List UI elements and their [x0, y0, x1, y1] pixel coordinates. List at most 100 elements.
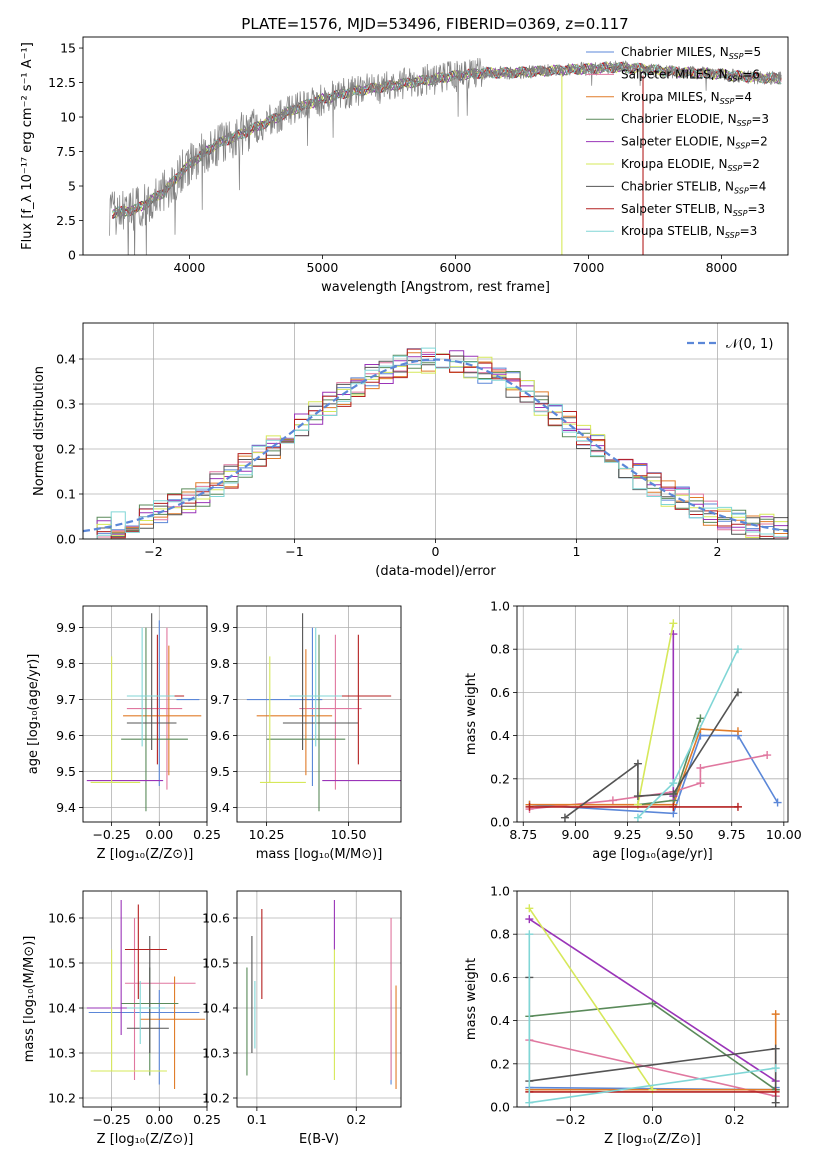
normal-curve-line: [83, 358, 788, 533]
mass-vs-metallicity-panel: −0.25 0.00 0.25 10.2 10.3 10.4 10.5 10.6 Z [log₁…: [22, 890, 221, 1147]
plot-area: [246, 900, 397, 1089]
mass-weight-marker: [525, 802, 534, 811]
mass-weight-marker: [560, 813, 569, 822]
mass-weight-marker: [771, 1087, 780, 1096]
legend-label: Salpeter ELODIE, N: [621, 135, 735, 149]
x-tick-label: 6000: [440, 260, 472, 275]
y-tick-label: 10.3: [48, 1046, 76, 1061]
y-tick-label: 9.9: [56, 620, 76, 635]
y-axis-label: mass weight: [464, 673, 479, 755]
y-tick-label: 9.8: [56, 656, 76, 671]
x-axis-label: wavelength [Angstrom, rest frame]: [321, 280, 550, 295]
y-tick-label: 0.0: [56, 532, 76, 547]
y-tick-label: 0.4: [490, 728, 510, 743]
mass-weight-marker: [608, 796, 617, 805]
mass-weight-marker: [733, 688, 742, 697]
plot-area: [525, 619, 782, 822]
mass-weight-marker: [525, 930, 534, 939]
x-tick-label: −2: [144, 544, 162, 559]
y-axis-label: mass [log₁₀(M/M⊙)]: [22, 936, 37, 1063]
y-tick-label: 0.8: [490, 927, 510, 942]
y-tick-label: 0.1: [56, 487, 76, 502]
x-tick-label: 2: [714, 544, 722, 559]
x-tick-label: 0.25: [193, 827, 221, 842]
x-tick-label: 0.0: [643, 1112, 663, 1127]
legend-label: Chabrier STELIB, N: [621, 179, 734, 193]
legend-count: =3: [751, 112, 769, 126]
mass-weight-line: [637, 623, 675, 805]
x-axis-label: Z [log₁₀(Z/Z⊙)]: [97, 847, 194, 862]
y-tick-label: 0.0: [490, 1100, 510, 1115]
mass-weight-marker: [696, 764, 705, 772]
plot-area: [525, 904, 780, 1107]
x-tick-label: 0.2: [346, 1112, 366, 1127]
legend-label: Salpeter STELIB, N: [621, 202, 733, 216]
plot-area: [86, 900, 206, 1089]
x-tick-label: 0.00: [145, 827, 173, 842]
mass-weight-marker: [771, 1044, 780, 1053]
y-tick-label: 10.4: [48, 1001, 76, 1016]
x-tick-label: 8.75: [509, 827, 537, 842]
y-tick-label: 10: [60, 110, 76, 125]
axes-frame: [236, 605, 402, 823]
residuals-panel: −2 −1 0 1 2 0.0 0.1 0.2 0.3 0.4 (data-model)/error…: [32, 322, 789, 579]
y-axis-label: mass weight: [464, 958, 479, 1040]
y-tick-label: 9.6: [210, 728, 230, 743]
y-tick-label: 7.5: [56, 144, 76, 159]
x-tick-label: 0.2: [725, 1112, 745, 1127]
legend-count: =4: [734, 90, 752, 104]
legend-count: =4: [749, 179, 767, 193]
y-tick-label: 10.2: [48, 1091, 76, 1106]
mass-weight-vs-metallicity-panel: −0.2 0.0 0.2 0.0 0.2 0.4 0.6 0.8 1.0 Z [log₁₀(Z/Z…: [464, 884, 789, 1147]
mass-weight-marker: [771, 1064, 780, 1073]
axes-frame: [516, 890, 789, 1108]
mass-weight-marker: [633, 759, 642, 768]
mass-weight-line: [564, 691, 739, 819]
y-tick-label: 0.2: [56, 442, 76, 457]
y-tick-label: 10.3: [202, 1046, 230, 1061]
legend-count: =5: [743, 45, 761, 59]
mass-weight-marker: [633, 792, 642, 801]
x-axis-label: E(B-V): [299, 1132, 339, 1147]
mass-weight-line: [529, 728, 739, 806]
y-tick-label: 10.2: [202, 1091, 230, 1106]
x-tick-label: 9.25: [614, 827, 642, 842]
plot-area: [83, 347, 788, 539]
x-tick-label: 10.50: [331, 827, 367, 842]
legend-entry: Chabrier MILES, NSSP=5: [621, 45, 761, 61]
y-axis-label: Flux [f_λ 10⁻¹⁷ erg cm⁻² s⁻¹ A⁻¹]: [20, 42, 35, 250]
x-axis-label: age [log₁₀(age/yr)]: [592, 847, 713, 862]
mass-weight-marker: [696, 779, 705, 788]
y-tick-label: 0.4: [56, 352, 76, 367]
legend-entry: Salpeter STELIB, NSSP=3: [621, 202, 765, 218]
y-tick-label: 9.7: [210, 692, 230, 707]
legend-subscript: SSP: [735, 142, 750, 151]
legend-subscript: SSP: [737, 119, 752, 128]
legend-entry: Kroupa ELODIE, NSSP=2: [621, 157, 760, 173]
y-tick-label: 9.4: [56, 800, 76, 815]
y-axis-label: age [log₁₀(age/yr)]: [26, 654, 41, 775]
y-tick-label: 0.6: [490, 970, 510, 985]
y-tick-label: 0.2: [490, 1056, 510, 1071]
axes-frame: [82, 890, 208, 1108]
y-tick-label: 0: [68, 248, 76, 263]
legend-entry: Kroupa STELIB, NSSP=3: [621, 224, 757, 240]
residual-histogram: [83, 347, 788, 539]
x-tick-label: 9.50: [666, 827, 694, 842]
axes-frame: [236, 890, 402, 1108]
mass-weight-marker: [733, 645, 742, 654]
mass-weight-marker: [733, 802, 742, 811]
legend-subscript: SSP: [734, 186, 749, 195]
x-axis-label: (data-model)/error: [375, 564, 496, 579]
legend-subscript: SSP: [725, 231, 740, 240]
x-axis-label: Z [log₁₀(Z/Z⊙)]: [97, 1132, 194, 1147]
legend-label: Chabrier ELODIE, N: [621, 112, 737, 126]
y-tick-label: 9.6: [56, 728, 76, 743]
legend-count: =2: [750, 135, 768, 149]
axes-frame: [82, 605, 208, 823]
legend-count: =2: [742, 157, 760, 171]
mass-weight-marker: [763, 751, 772, 760]
x-tick-label: 9.00: [561, 827, 589, 842]
x-tick-label: 1: [573, 544, 581, 559]
legend-label: Kroupa STELIB, N: [621, 224, 725, 238]
